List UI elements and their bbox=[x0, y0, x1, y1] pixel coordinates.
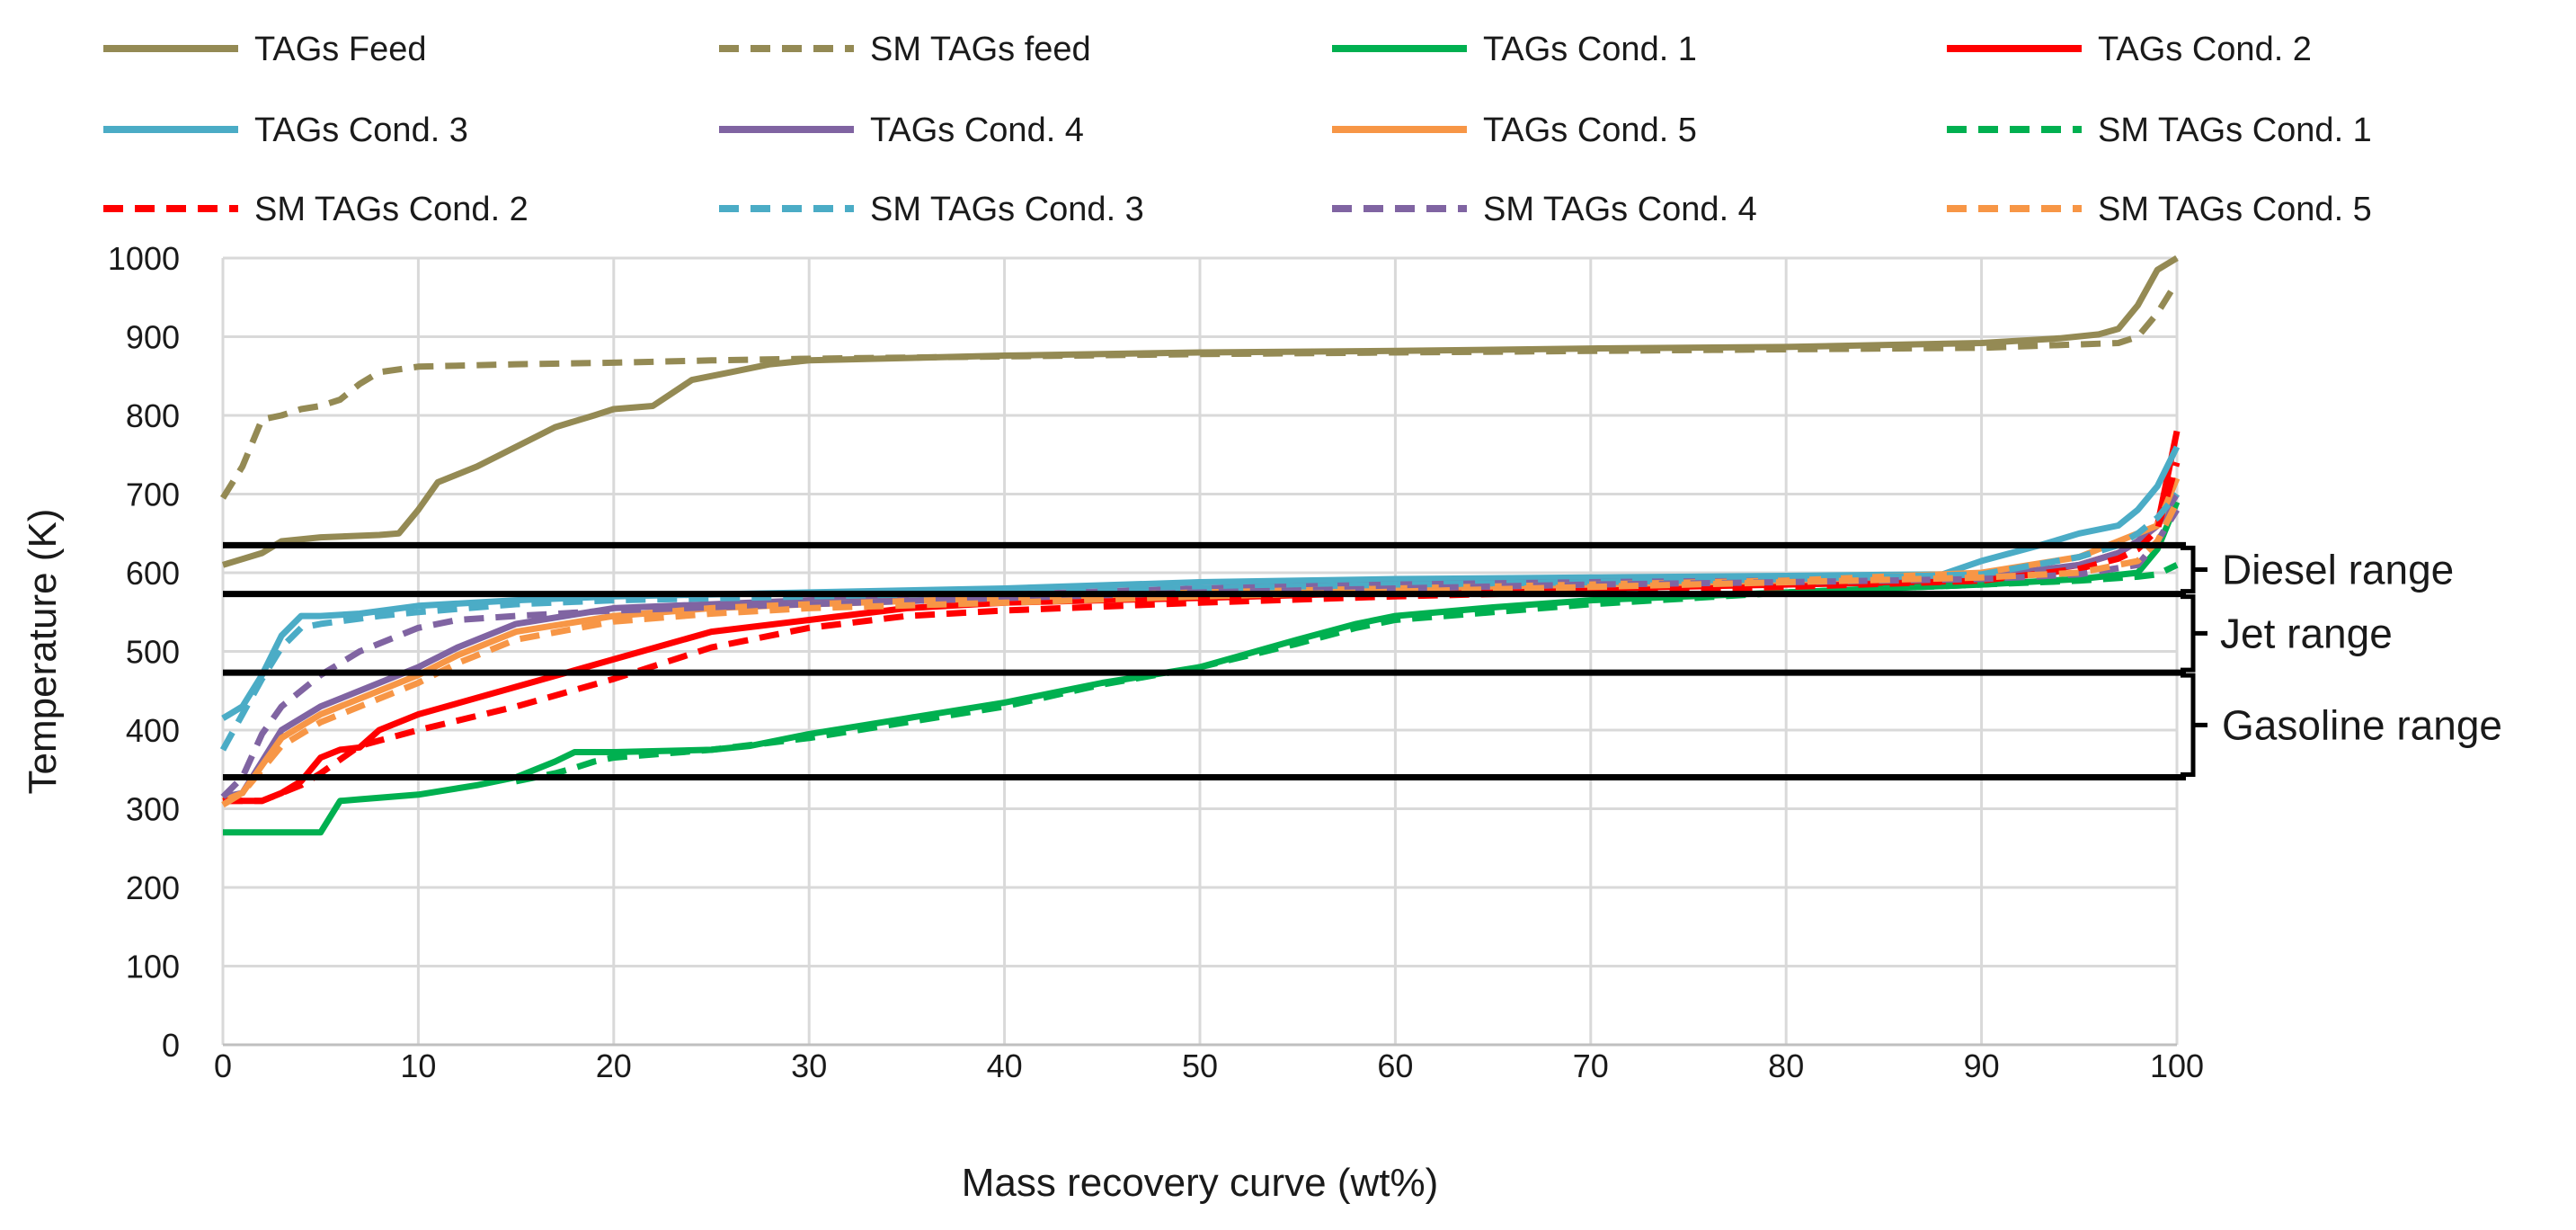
legend-label-5: TAGs Cond. 4 bbox=[870, 111, 1084, 149]
y-tick-label-9: 900 bbox=[126, 319, 180, 356]
legend-label-3: TAGs Cond. 2 bbox=[2098, 31, 2312, 68]
series-line-4 bbox=[221, 445, 2181, 721]
legend-label-1: SM TAGs feed bbox=[870, 31, 1091, 68]
x-tick-label-7: 70 bbox=[1573, 1047, 1609, 1084]
y-tick-label-0: 0 bbox=[162, 1027, 180, 1064]
range-label-0: Diesel range bbox=[2222, 547, 2454, 593]
x-axis-title: Mass recovery curve (wt%) bbox=[962, 1161, 1439, 1205]
legend-label-7: SM TAGs Cond. 1 bbox=[2098, 111, 2372, 149]
y-tick-label-3: 300 bbox=[126, 791, 180, 828]
x-tick-label-5: 50 bbox=[1182, 1047, 1218, 1084]
y-tick-label-8: 800 bbox=[126, 397, 180, 434]
series-line-11 bbox=[221, 500, 2181, 808]
range-label-2: Gasoline range bbox=[2222, 701, 2502, 748]
range-annotations: Diesel range Jet range Gasoline range bbox=[2181, 545, 2502, 777]
y-tick-label-5: 500 bbox=[126, 634, 180, 671]
range-bracket-0 bbox=[2181, 545, 2207, 594]
x-tick-label-3: 30 bbox=[791, 1047, 827, 1084]
legend-label-0: TAGs Feed bbox=[254, 31, 426, 68]
range-bracket-2 bbox=[2181, 673, 2207, 777]
series-line-1 bbox=[220, 280, 2180, 500]
y-axis-title: Temperature (K) bbox=[21, 509, 65, 795]
series-line-5 bbox=[222, 492, 2180, 800]
x-tick-label-9: 90 bbox=[1964, 1047, 2000, 1084]
x-tick-label-10: 100 bbox=[2150, 1047, 2204, 1084]
x-tick-label-4: 40 bbox=[987, 1047, 1023, 1084]
x-tick-label-6: 60 bbox=[1377, 1047, 1413, 1084]
y-tick-label-2: 200 bbox=[126, 869, 180, 906]
legend: TAGs Feed SM TAGs feed TAGs Cond. 1 TAGs Co… bbox=[103, 31, 2372, 228]
reference-lines bbox=[223, 541, 2186, 780]
legend-label-9: SM TAGs Cond. 3 bbox=[870, 191, 1144, 228]
series-line-6 bbox=[221, 477, 2181, 805]
range-bracket-1 bbox=[2181, 594, 2207, 673]
y-tick-label-7: 700 bbox=[126, 477, 180, 513]
legend-label-4: TAGs Cond. 3 bbox=[254, 111, 468, 149]
legend-label-8: SM TAGs Cond. 2 bbox=[254, 191, 529, 228]
legend-label-2: TAGs Cond. 1 bbox=[1483, 31, 1697, 68]
x-tick-label-1: 10 bbox=[400, 1047, 436, 1084]
x-tick-label-2: 20 bbox=[596, 1047, 632, 1084]
x-tick-label-8: 80 bbox=[1768, 1047, 1804, 1084]
legend-label-10: SM TAGs Cond. 4 bbox=[1483, 191, 1757, 228]
legend-label-6: TAGs Cond. 5 bbox=[1483, 111, 1697, 149]
series-line-9 bbox=[219, 492, 2180, 752]
series-line-10 bbox=[220, 508, 2180, 799]
y-tick-label-1: 100 bbox=[126, 949, 180, 985]
legend-label-11: SM TAGs Cond. 5 bbox=[2098, 191, 2372, 228]
grid bbox=[221, 256, 2179, 1047]
y-tick-label-10: 1000 bbox=[108, 240, 180, 277]
range-label-1: Jet range bbox=[2220, 610, 2393, 656]
y-tick-label-6: 600 bbox=[126, 555, 180, 592]
tick-labels: 0 10 20 30 40 50 60 70 80 90 100010020030040050060… bbox=[108, 240, 2204, 1084]
y-tick-label-4: 400 bbox=[126, 712, 180, 749]
x-tick-label-0: 0 bbox=[214, 1047, 232, 1084]
series-line-0 bbox=[221, 255, 2179, 568]
